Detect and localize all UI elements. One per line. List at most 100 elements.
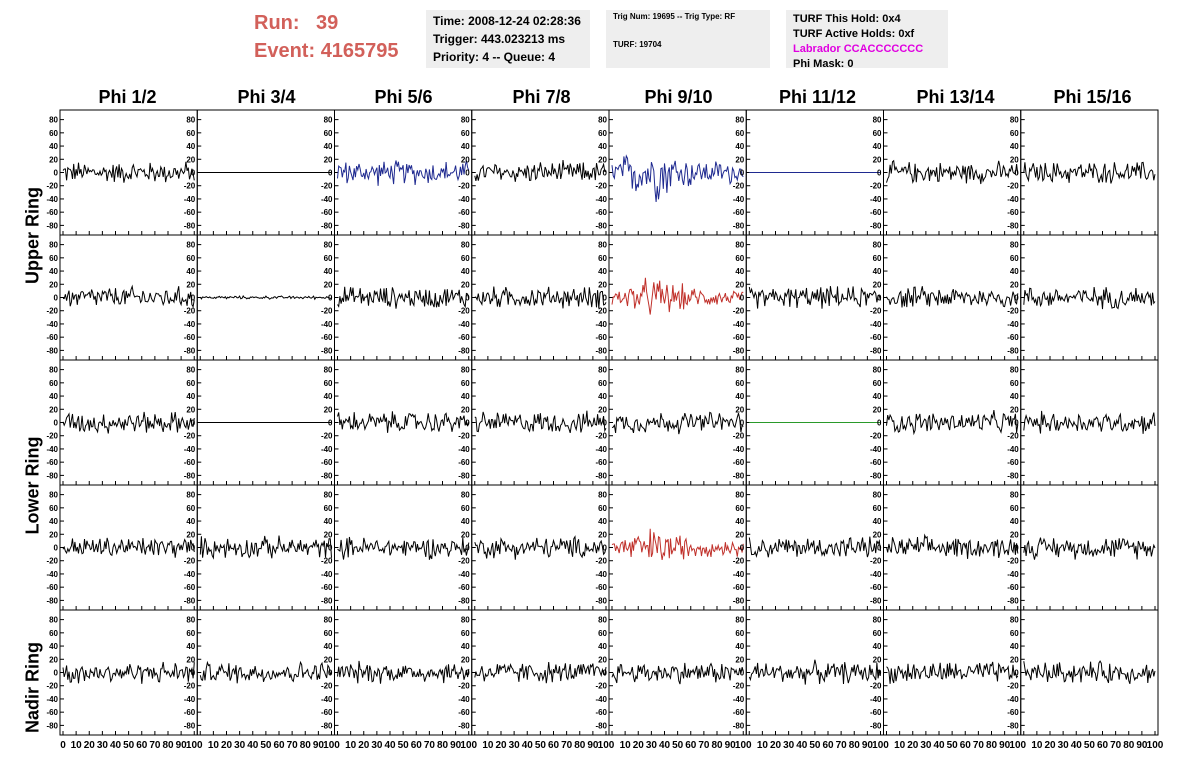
waveform-trace bbox=[62, 411, 195, 434]
y-tick-label: -80 bbox=[458, 221, 470, 230]
y-tick-label: -60 bbox=[46, 208, 58, 217]
y-tick-label: 20 bbox=[461, 280, 470, 289]
waveform-trace bbox=[474, 410, 607, 434]
x-tick-label: 80 bbox=[574, 740, 586, 751]
y-tick-label: -60 bbox=[1007, 583, 1019, 592]
column-header-phi-11-12: Phi 11/12 bbox=[778, 87, 857, 107]
y-tick-label: -60 bbox=[1007, 708, 1019, 717]
y-tick-label: -60 bbox=[458, 333, 470, 342]
y-tick-label: -40 bbox=[458, 695, 470, 704]
y-tick-label: 80 bbox=[598, 491, 607, 500]
column-header-phi-13-14: Phi 13/14 bbox=[916, 87, 995, 107]
y-tick-label: -80 bbox=[184, 221, 196, 230]
y-tick-label: -80 bbox=[458, 471, 470, 480]
y-tick-label: 80 bbox=[461, 616, 470, 625]
y-tick-label: 0 bbox=[54, 419, 59, 428]
y-tick-label: 40 bbox=[873, 142, 882, 151]
y-tick-label: 60 bbox=[873, 629, 882, 638]
waveform-trace bbox=[1023, 410, 1156, 434]
y-tick-label: 60 bbox=[598, 379, 607, 388]
y-tick-label: -60 bbox=[46, 708, 58, 717]
x-tick-label: 90 bbox=[450, 740, 462, 751]
x-tick-label: 40 bbox=[1071, 740, 1083, 751]
y-tick-label: 20 bbox=[873, 155, 882, 164]
y-tick-label: 0 bbox=[1014, 294, 1019, 303]
panel-frame bbox=[745, 484, 884, 611]
waveform-trace bbox=[62, 661, 195, 684]
x-tick-label: 50 bbox=[809, 740, 821, 751]
turf-info-box: TURF This Hold: 0x4 TURF Active Holds: 0… bbox=[786, 10, 948, 70]
y-tick-label: -20 bbox=[321, 182, 333, 191]
y-tick-label: 20 bbox=[324, 530, 333, 539]
x-tick-label: 10 bbox=[620, 740, 632, 751]
y-tick-label: 80 bbox=[735, 366, 744, 375]
x-tick-label: 50 bbox=[123, 740, 135, 751]
y-tick-label: 40 bbox=[873, 267, 882, 276]
y-tick-label: 0 bbox=[54, 169, 59, 178]
x-tick-label: 60 bbox=[273, 740, 285, 751]
y-tick-label: 0 bbox=[328, 294, 333, 303]
x-tick-label: 20 bbox=[633, 740, 645, 751]
waveform-trace bbox=[886, 159, 1019, 185]
x-tick-label: 30 bbox=[920, 740, 932, 751]
y-tick-label: -80 bbox=[321, 221, 333, 230]
waveform-trace bbox=[199, 660, 332, 684]
y-tick-label: 20 bbox=[186, 280, 195, 289]
y-tick-label: -80 bbox=[321, 596, 333, 605]
y-tick-label: -80 bbox=[458, 346, 470, 355]
waveform-trace bbox=[611, 154, 744, 202]
y-tick-label: 20 bbox=[735, 655, 744, 664]
y-tick-label: -60 bbox=[184, 708, 196, 717]
y-tick-label: 60 bbox=[873, 504, 882, 513]
y-tick-label: 0 bbox=[1014, 169, 1019, 178]
y-tick-label: 80 bbox=[873, 366, 882, 375]
y-tick-label: 20 bbox=[324, 280, 333, 289]
y-tick-label: 20 bbox=[1010, 155, 1019, 164]
y-tick-label: -60 bbox=[870, 708, 882, 717]
column-header-phi-15-16: Phi 15/16 bbox=[1053, 87, 1132, 107]
y-tick-label: -80 bbox=[733, 346, 745, 355]
y-tick-label: 20 bbox=[735, 530, 744, 539]
waveform-trace bbox=[337, 411, 470, 433]
y-tick-label: 60 bbox=[1010, 379, 1019, 388]
y-tick-label: -60 bbox=[733, 708, 745, 717]
y-tick-label: 20 bbox=[598, 655, 607, 664]
x-tick-label: 100 bbox=[598, 740, 615, 751]
y-tick-label: 20 bbox=[461, 530, 470, 539]
y-tick-label: 60 bbox=[49, 129, 58, 138]
waveform-trace bbox=[337, 660, 470, 684]
trig-num-text: Trig Num: 19695 -- Trig Type: RF bbox=[613, 12, 736, 21]
y-tick-label: 0 bbox=[191, 669, 196, 678]
waveform-trace bbox=[62, 284, 195, 308]
y-tick-label: 0 bbox=[877, 294, 882, 303]
y-tick-label: -40 bbox=[733, 445, 745, 454]
y-tick-label: 60 bbox=[735, 254, 744, 263]
y-tick-label: 40 bbox=[461, 392, 470, 401]
y-tick-label: -60 bbox=[595, 333, 607, 342]
waveform-trace bbox=[886, 410, 1019, 436]
y-tick-label: -40 bbox=[46, 695, 58, 704]
y-tick-label: 0 bbox=[465, 294, 470, 303]
y-tick-label: -60 bbox=[870, 333, 882, 342]
y-tick-label: 60 bbox=[461, 254, 470, 263]
y-tick-label: 60 bbox=[735, 129, 744, 138]
y-tick-label: 60 bbox=[1010, 629, 1019, 638]
y-tick-label: 60 bbox=[186, 379, 195, 388]
y-tick-label: 60 bbox=[873, 379, 882, 388]
turf-text: TURF: 19704 bbox=[613, 40, 662, 49]
y-tick-label: 80 bbox=[186, 241, 195, 250]
y-tick-label: -80 bbox=[321, 346, 333, 355]
y-tick-label: -20 bbox=[870, 682, 882, 691]
y-tick-label: 40 bbox=[598, 642, 607, 651]
y-tick-label: 20 bbox=[461, 405, 470, 414]
x-tick-label: 80 bbox=[300, 740, 312, 751]
y-tick-label: -80 bbox=[46, 721, 58, 730]
x-tick-label: 80 bbox=[986, 740, 998, 751]
y-tick-label: 40 bbox=[186, 392, 195, 401]
x-tick-label: 70 bbox=[149, 740, 161, 751]
y-tick-label: 80 bbox=[461, 491, 470, 500]
y-tick-label: 0 bbox=[191, 169, 196, 178]
waveform-trace bbox=[748, 659, 881, 685]
y-tick-label: -40 bbox=[184, 320, 196, 329]
waveform-trace bbox=[62, 537, 195, 558]
